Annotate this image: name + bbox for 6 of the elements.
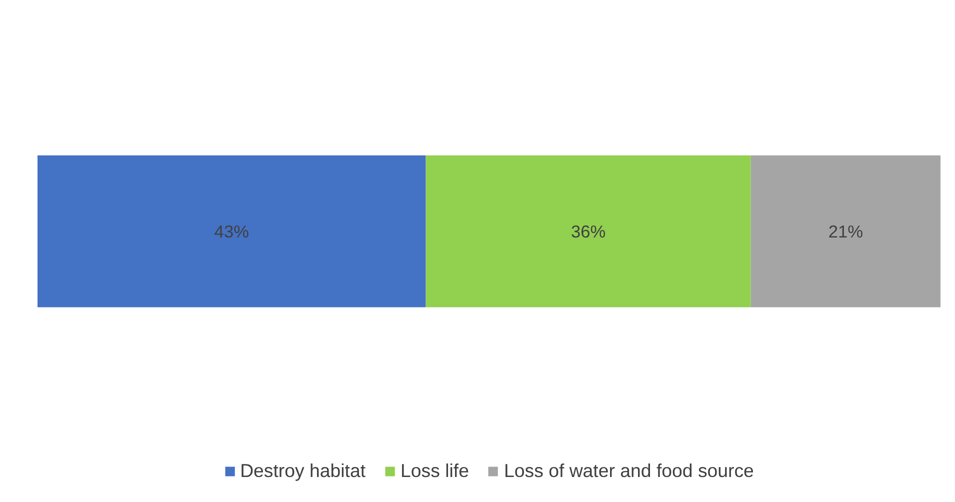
- legend-label: Destroy habitat: [240, 460, 366, 482]
- data-label: 43%: [214, 221, 249, 242]
- legend-label: Loss of water and food source: [504, 460, 754, 482]
- legend-label: Loss life: [400, 460, 469, 482]
- data-label: 21%: [828, 221, 864, 242]
- data-label: 36%: [570, 221, 606, 242]
